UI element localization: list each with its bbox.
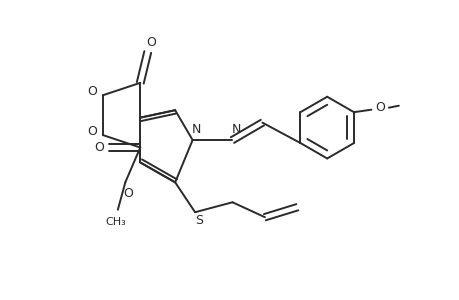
Text: N: N xyxy=(231,123,240,136)
Text: O: O xyxy=(146,37,156,50)
Text: O: O xyxy=(94,141,104,154)
Text: O: O xyxy=(375,101,385,114)
Text: S: S xyxy=(195,214,203,227)
Text: O: O xyxy=(123,187,133,200)
Text: O: O xyxy=(87,124,97,138)
Text: CH₃: CH₃ xyxy=(105,217,125,227)
Text: O: O xyxy=(87,85,97,98)
Text: N: N xyxy=(191,123,201,136)
